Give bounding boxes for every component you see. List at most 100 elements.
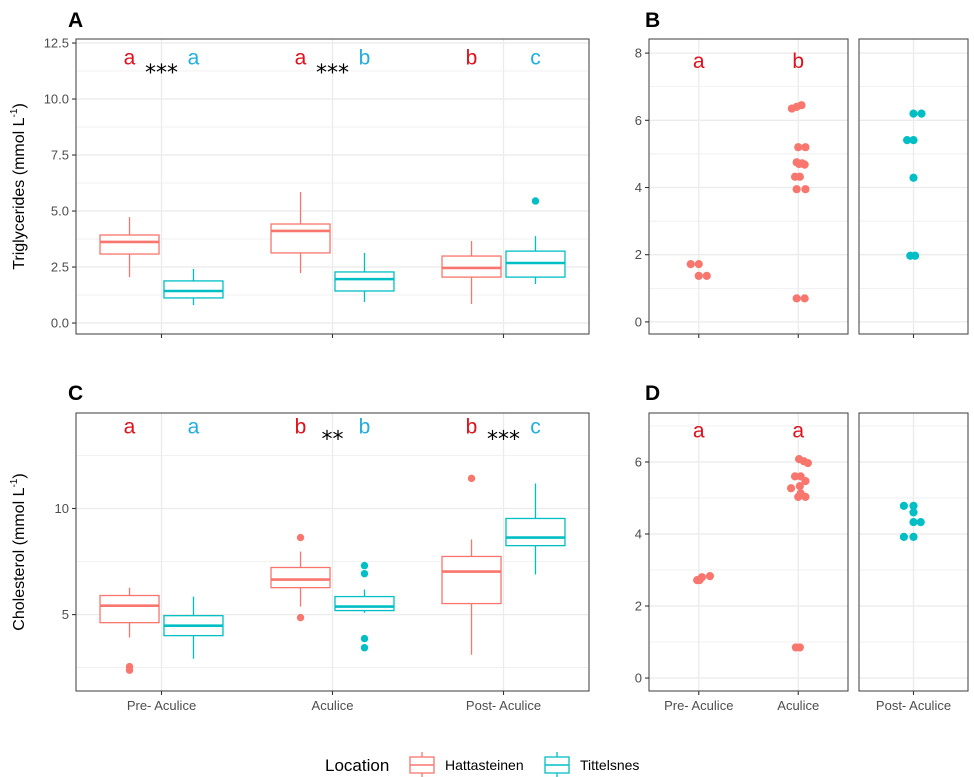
data-point-hattasteinen: [697, 573, 707, 582]
box: [505, 517, 566, 547]
panel-d: D Pre- Aculice Aculice Post- Aculice 0 2 4 6 a a: [635, 382, 969, 713]
y-tick-label: 4: [635, 526, 642, 541]
boxplot-tittelsnes: [334, 252, 395, 302]
panel-a: A 0.0 2.5 5.0 7.5 10.0 12.5 Triglycerides (mmol…: [9, 9, 590, 338]
group-letter: a: [124, 46, 136, 69]
data-point-hattasteinen: [792, 294, 801, 303]
group-letter: a: [188, 46, 200, 69]
boxplot-hattasteinen: [270, 533, 331, 622]
box: [441, 255, 502, 278]
outlier-point: [467, 474, 476, 483]
data-point-tittelsnes: [903, 136, 912, 145]
data-point-tittelsnes: [909, 173, 918, 182]
panel-label: B: [645, 9, 660, 32]
legend-title: Location: [325, 756, 389, 775]
data-point-hattasteinen: [803, 458, 812, 468]
data-point-hattasteinen: [795, 643, 804, 652]
y-tick-label: 0: [635, 314, 642, 329]
significance-stars: ***: [316, 61, 349, 86]
significance-stars: ***: [145, 61, 178, 86]
x-tick-label: Aculice: [777, 698, 819, 713]
boxplot-tittelsnes: [163, 269, 224, 306]
significance-stars: ***: [487, 427, 520, 452]
x-tick-label: Pre- Aculice: [664, 698, 733, 713]
legend-key-hattasteinen: [409, 752, 435, 777]
data-point-hattasteinen: [686, 260, 695, 269]
group-letter: b: [466, 416, 478, 439]
outlier-point: [360, 569, 369, 578]
facet-border: [858, 412, 969, 692]
box: [334, 595, 395, 612]
legend: Location Hattasteinen Tittelsnes: [325, 752, 639, 777]
y-tick-label: 4: [635, 180, 642, 195]
box: [163, 280, 224, 299]
group-letter: b: [466, 46, 478, 69]
data-point-tittelsnes: [909, 532, 918, 541]
y-tick-label: 0.0: [51, 316, 69, 331]
data-point-tittelsnes: [909, 501, 918, 511]
outlier-point: [125, 666, 134, 674]
y-tick-label: 10: [55, 501, 69, 516]
data-point-tittelsnes: [899, 501, 909, 511]
group-letter: a: [693, 420, 705, 443]
data-point-hattasteinen: [705, 572, 715, 581]
group-letter: a: [693, 50, 705, 73]
boxplot-hattasteinen: [99, 217, 160, 278]
box: [334, 271, 395, 292]
data-point-tittelsnes: [911, 251, 920, 260]
data-point-hattasteinen: [795, 172, 804, 181]
data-point-hattasteinen: [798, 159, 807, 168]
y-tick-label: 5: [62, 607, 69, 622]
legend-key-tittelsnes: [544, 752, 570, 777]
group-letter: a: [124, 416, 136, 439]
y-tick-label: 8: [635, 46, 642, 61]
data-point-hattasteinen: [792, 185, 801, 194]
x-tick-label: Post- Aculice: [876, 698, 951, 713]
y-tick-label: 6: [635, 454, 642, 469]
group-letter: b: [359, 416, 371, 439]
y-axis-title: Cholesterol (mmol L-1): [9, 473, 28, 630]
panel-label: A: [68, 9, 83, 32]
outlier-point: [296, 533, 305, 542]
y-tick-label: 2: [635, 599, 642, 614]
outlier-point: [531, 197, 540, 205]
panel-b: B 0 2 4 6 8 a b: [635, 9, 969, 338]
boxplot-hattasteinen: [441, 241, 502, 304]
data-point-hattasteinen: [801, 492, 810, 502]
outlier-point: [296, 613, 305, 622]
panel-c: C 5 10 Pre- Aculice Aculice Post- Aculice Chol…: [9, 382, 590, 713]
y-axis-title: Triglycerides (mmol L-1): [9, 103, 28, 270]
data-point-tittelsnes: [899, 532, 909, 541]
x-tick-label: Pre- Aculice: [127, 698, 196, 713]
facet-1: [649, 39, 848, 338]
y-tick-label: 5.0: [51, 204, 69, 219]
boxplot-tittelsnes: [505, 483, 566, 575]
data-point-tittelsnes: [909, 109, 918, 118]
boxplot-hattasteinen: [441, 474, 502, 655]
boxplot-tittelsnes: [163, 596, 224, 659]
facet-2: Post- Aculice: [859, 413, 968, 713]
data-point-hattasteinen: [801, 185, 810, 194]
group-letter: b: [295, 416, 307, 439]
data-point-tittelsnes: [909, 518, 918, 527]
data-point-hattasteinen: [794, 143, 803, 152]
data-point-hattasteinen: [795, 482, 804, 491]
boxplot-tittelsnes: [505, 197, 566, 285]
group-letter: c: [530, 416, 541, 439]
data-point-hattasteinen: [694, 271, 703, 280]
data-point-tittelsnes: [917, 109, 926, 118]
data-point-hattasteinen: [794, 492, 803, 502]
y-tick-label: 6: [635, 113, 642, 128]
facet-border: [648, 412, 849, 692]
boxplot-tittelsnes: [334, 561, 395, 652]
data-point-hattasteinen: [786, 484, 796, 493]
y-tick-label: 0: [635, 671, 642, 686]
data-point-hattasteinen: [801, 476, 810, 486]
facet-border: [858, 38, 969, 335]
group-letter: b: [359, 46, 371, 69]
boxplot-hattasteinen: [270, 191, 331, 274]
box: [270, 566, 331, 589]
panel-label: C: [68, 382, 83, 405]
significance-stars: **: [322, 427, 344, 452]
